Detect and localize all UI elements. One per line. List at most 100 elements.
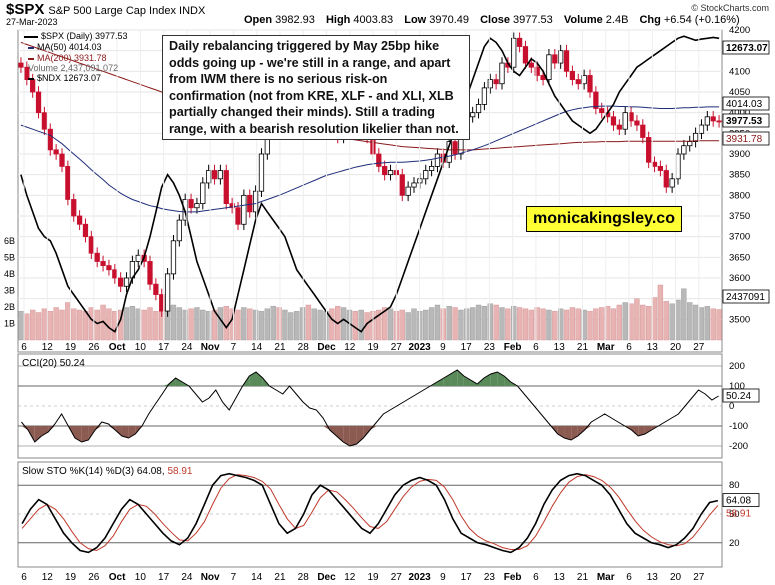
candle-body [206, 170, 212, 184]
cci-negative-fill [577, 426, 585, 436]
candle-body [470, 112, 476, 118]
volume-bar [464, 308, 470, 341]
volume-bar [329, 308, 335, 341]
cci-title: CCI(20) 50.24 [22, 358, 85, 369]
x-tick-label-bottom: 21 [274, 572, 286, 583]
volume-bar [704, 306, 710, 341]
candle-body [200, 182, 206, 205]
volume-bar [223, 306, 229, 341]
cci-negative-fill [21, 426, 29, 430]
candle-body [640, 124, 646, 138]
candle-body [434, 153, 441, 167]
volume-bar [710, 308, 716, 341]
cci-positive-fill [463, 376, 471, 386]
stoch-k-label: 64.08 [726, 496, 751, 507]
x-tick-label-bottom: 20 [670, 572, 682, 583]
volume-bar [229, 308, 235, 341]
x-tick-label-bottom: 17 [461, 572, 473, 583]
volume-bar [546, 309, 552, 341]
volume-tick-label: 5B [4, 253, 15, 263]
candle-body [687, 141, 693, 147]
candle-body [528, 62, 534, 68]
candle-body [211, 170, 218, 180]
volume-bar [194, 307, 200, 341]
cci-negative-fill [41, 426, 49, 436]
cci-tick-label: 0 [729, 401, 734, 412]
volume-bar [446, 306, 452, 341]
candle-body [100, 261, 106, 267]
candle-body [147, 261, 153, 285]
candle-body [511, 37, 517, 68]
candle-body [487, 79, 493, 89]
cci-value-box [722, 388, 760, 403]
candle-body [581, 75, 587, 85]
x-tick-label: 20 [670, 342, 682, 353]
x-tick-label-bottom: 19 [65, 572, 77, 583]
candle-body [47, 128, 53, 151]
volume-bar [563, 309, 570, 341]
candle-body [499, 62, 505, 85]
volume-tick-label: 1B [4, 319, 15, 329]
volume-bar [241, 307, 247, 341]
cci-negative-fill [370, 426, 377, 430]
x-tick-label-bottom: Mar [597, 572, 615, 583]
candle-body [587, 75, 593, 93]
candle-body [194, 203, 200, 209]
sto-tick-label: 20 [729, 538, 740, 549]
cci-negative-fill [34, 426, 42, 442]
volume-bar [511, 306, 517, 341]
right-value-box [722, 113, 770, 128]
cci-positive-fill [457, 370, 464, 386]
volume-bar [30, 309, 36, 341]
volume-bar [575, 308, 581, 341]
cci-negative-fill [631, 426, 639, 436]
cci-negative-fill [81, 426, 89, 442]
candle-body [229, 203, 235, 209]
volume-bar [217, 307, 224, 341]
volume-bar [35, 312, 42, 341]
cci-negative-fill [329, 426, 337, 436]
close-label: Close [480, 14, 511, 26]
price-tick-label: 4050 [729, 87, 750, 98]
volume-bar [112, 311, 118, 341]
x-tick-label-bottom: 12 [42, 572, 54, 583]
volume-bar [294, 311, 300, 341]
ndx-line [20, 35, 720, 333]
cci-tick-label: 200 [729, 361, 745, 372]
volume-bar [153, 311, 159, 341]
x-tick-label-bottom: 23 [484, 572, 496, 583]
candle-body [188, 199, 194, 209]
volume-bar [698, 307, 705, 341]
x-tick-label-bottom: 17 [158, 572, 170, 583]
candle-body [657, 165, 664, 171]
candle-body [35, 91, 42, 114]
candle-body [423, 170, 429, 180]
x-tick-label-bottom: 26 [88, 572, 100, 583]
chg-value: +6.54 (+0.16%) [663, 14, 740, 26]
volume-bar [487, 303, 493, 341]
volume-bar [399, 309, 405, 341]
symbol-title: $SPX S&P 500 Large Cap Index INDX [6, 1, 206, 18]
volume-bar [382, 307, 388, 341]
volume-value: 2.4B [605, 14, 629, 26]
chg-label: Chg [639, 14, 661, 26]
volume-bar [610, 308, 617, 341]
volume-tick-label: 4B [4, 269, 15, 279]
candle-body [569, 70, 576, 81]
volume-bar [147, 307, 153, 341]
candle-body [18, 62, 24, 68]
right-value-box [722, 131, 770, 146]
x-tick-label: 14 [251, 342, 263, 353]
volume-bar [499, 307, 505, 341]
volume-bar [94, 309, 100, 341]
cci-negative-fill [343, 426, 350, 446]
candle-body [405, 186, 411, 196]
volume-bar [288, 312, 294, 341]
candle-body [41, 112, 48, 130]
ohlc-readout: Open 3982.93 High 4003.83 Low 3970.49 Close… [244, 14, 748, 26]
x-tick-label-bottom: 21 [577, 572, 589, 583]
volume-bar [616, 304, 622, 341]
x-tick-label-bottom: 2023 [408, 572, 431, 583]
x-tick-label-bottom: 10 [135, 572, 147, 583]
volume-bar [675, 299, 681, 341]
